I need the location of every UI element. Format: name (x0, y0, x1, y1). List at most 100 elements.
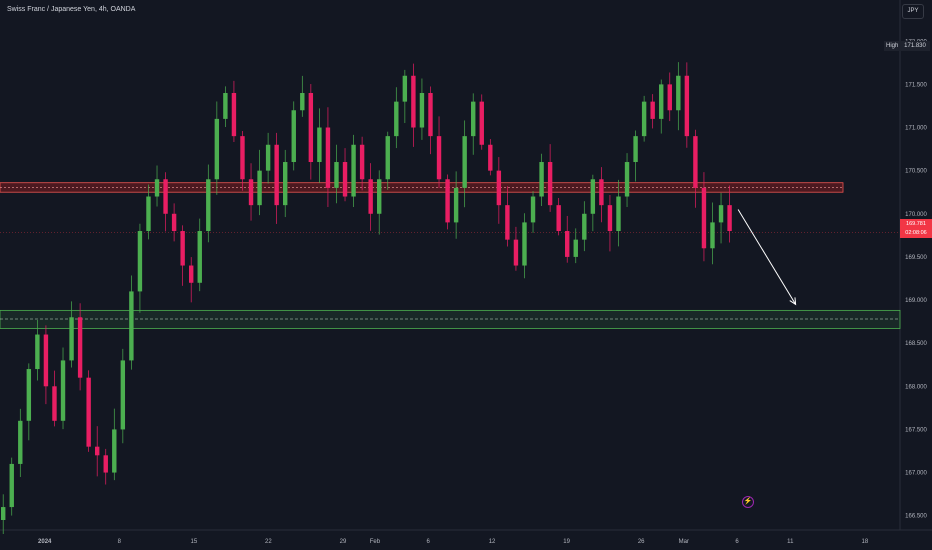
candle-body (693, 136, 698, 188)
x-tick-label: Mar (679, 539, 689, 545)
candle-body (325, 127, 331, 188)
candle-body (103, 455, 108, 473)
candle-body (496, 170, 502, 206)
candle-body (582, 213, 587, 240)
y-tick-label: 169.500 (905, 255, 927, 261)
x-tick-label: 29 (340, 539, 347, 545)
price-axis (900, 0, 932, 550)
y-tick-label: 170.500 (905, 169, 927, 175)
projection-arrowhead (789, 297, 797, 306)
candle-body (146, 196, 151, 232)
candle-body (453, 187, 459, 223)
candle-body (436, 136, 442, 180)
candle-body (351, 144, 356, 197)
lightning-icon[interactable]: ⚡ (742, 496, 754, 508)
candle-body (171, 213, 177, 232)
candle-body (77, 317, 83, 378)
candle-body (479, 101, 484, 145)
candle-body (0, 507, 6, 520)
bar-countdown: 02:08:06 (905, 230, 927, 236)
candle-body (539, 162, 544, 197)
candle-body (163, 179, 168, 214)
candle-body (727, 205, 732, 232)
candle-body (308, 93, 314, 163)
candle-body (701, 187, 707, 249)
candle-body (710, 222, 715, 249)
x-tick-label: 15 (191, 539, 198, 545)
candle-body (599, 179, 604, 206)
candle-body (377, 179, 382, 214)
candle-body (334, 162, 339, 188)
candle-body (112, 429, 117, 473)
candle-body (684, 75, 690, 137)
candle-body (624, 162, 630, 197)
candle-body (86, 377, 91, 447)
support-zone (0, 309, 901, 329)
candle-body (26, 369, 32, 421)
candle-body (522, 222, 527, 266)
y-tick-label: 170.000 (905, 212, 927, 218)
candle-body (18, 420, 23, 464)
candle-body (9, 463, 14, 508)
x-tick-label: 8 (118, 539, 122, 545)
candle-body (274, 144, 279, 206)
candle-body (317, 127, 322, 163)
candle-body (573, 239, 578, 257)
x-tick-label: 6 (735, 539, 739, 545)
candle-body (154, 179, 160, 197)
candle-body (52, 386, 57, 421)
candle-body (513, 239, 519, 266)
candle-body (462, 136, 467, 188)
candle-body (129, 291, 134, 361)
candle-body (137, 231, 143, 292)
candle-body (471, 101, 476, 137)
candle-body (94, 446, 100, 456)
x-tick-label: 11 (787, 539, 794, 545)
x-tick-label: 6 (426, 539, 430, 545)
high-value: 171.830 (900, 41, 930, 51)
candle-body (231, 93, 237, 137)
candle-body (180, 231, 185, 266)
x-tick-label: 12 (489, 539, 496, 545)
high-label: High (884, 41, 901, 51)
y-tick-label: 168.500 (905, 341, 927, 347)
candle-body (257, 170, 262, 206)
currency-button[interactable]: JPY (902, 4, 924, 19)
candle-body (556, 205, 561, 232)
last-price-tag: 169.781 02:08:06 (900, 219, 932, 238)
candle-body (69, 317, 74, 361)
candle-body (565, 231, 570, 257)
candle-body (650, 101, 655, 119)
candle-body (505, 205, 510, 240)
y-tick-label: 171.500 (905, 82, 927, 88)
candle-body (43, 334, 49, 387)
candle-body (342, 162, 348, 197)
candle-body (445, 179, 450, 223)
y-tick-label: 166.500 (905, 514, 927, 520)
candle-body (223, 93, 228, 119)
candle-body (488, 144, 493, 171)
candle-body (419, 93, 425, 128)
candle-body (206, 179, 211, 232)
candles (0, 62, 732, 534)
candle-body (359, 144, 365, 180)
candle-body (667, 84, 672, 111)
candle-body (641, 101, 647, 137)
symbol-title: Swiss Franc / Japanese Yen, 4h, OANDA (7, 6, 136, 13)
candle-body (368, 179, 373, 214)
candle-body (265, 144, 271, 171)
x-tick-label: 18 (862, 539, 869, 545)
candle-body (197, 231, 202, 283)
y-tick-label: 168.000 (905, 384, 927, 390)
candle-body (428, 93, 433, 137)
last-price-value: 169.781 (906, 221, 926, 227)
candle-body (248, 179, 254, 206)
y-tick-label: 169.000 (905, 298, 927, 304)
candle-body (659, 84, 664, 119)
candle-body (607, 205, 613, 232)
candle-body (590, 179, 596, 214)
x-tick-label: 2024 (38, 539, 52, 545)
x-tick-label: 19 (563, 539, 570, 545)
candle-body (676, 75, 681, 111)
